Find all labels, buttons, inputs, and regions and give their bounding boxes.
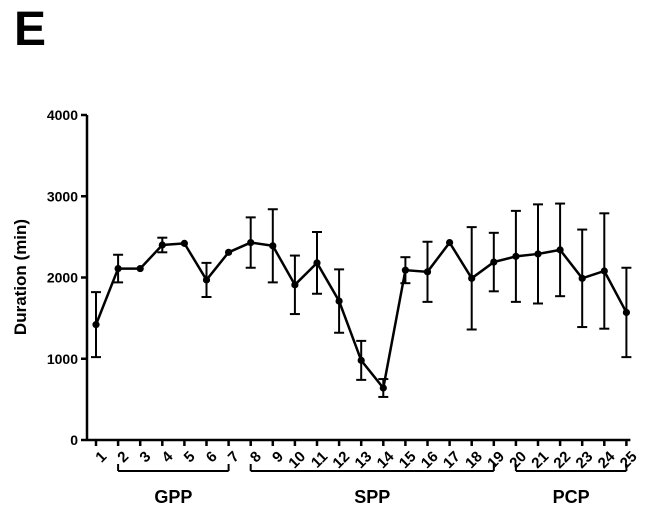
error-bars <box>91 202 632 398</box>
group-label: PCP <box>553 487 590 507</box>
y-tick-label: 1000 <box>47 351 78 367</box>
data-point <box>269 242 277 250</box>
data-point <box>600 267 608 275</box>
x-tick-label: 18 <box>462 448 486 472</box>
x-tick-label: 1 <box>92 448 110 466</box>
data-point <box>446 238 454 247</box>
data-points <box>92 238 631 392</box>
panel-label: E <box>14 3 47 56</box>
x-tick-label: 16 <box>418 448 442 472</box>
data-point <box>490 258 498 266</box>
data-point <box>622 308 631 317</box>
x-tick-label: 2 <box>114 448 132 466</box>
x-tick-label: 8 <box>247 448 265 466</box>
x-tick-label: 11 <box>308 448 331 471</box>
data-point <box>556 246 564 254</box>
x-tick-label: 13 <box>352 448 376 472</box>
y-tick-label: 0 <box>70 432 78 448</box>
x-tick-label: 5 <box>181 448 199 466</box>
x-tick-label: 3 <box>136 448 154 466</box>
group-brackets: GPP SPP PCP <box>117 464 628 507</box>
x-tick-label: 23 <box>573 448 597 472</box>
data-point <box>379 384 387 392</box>
data-point <box>247 238 255 247</box>
axes: 0 1000 2000 3000 4000 <box>47 107 631 448</box>
group-label: GPP <box>154 487 192 507</box>
data-point <box>313 259 321 267</box>
group-label: SPP <box>354 487 390 507</box>
y-tick-label: 2000 <box>47 270 78 286</box>
data-point <box>468 274 476 282</box>
x-tick-label: 22 <box>550 448 574 472</box>
data-point <box>357 356 365 364</box>
y-tick-label: 4000 <box>47 107 78 123</box>
x-tick-label: 19 <box>484 448 508 472</box>
x-tick-label: 7 <box>225 448 243 466</box>
x-tick-labels: 1 2 3 4 5 6 7 8 91011121314151617181920212223242… <box>92 448 640 472</box>
data-point <box>180 239 188 247</box>
x-tick-label: 14 <box>374 448 398 472</box>
data-point <box>225 248 233 256</box>
x-tick-label: 24 <box>595 448 619 472</box>
data-point <box>291 281 299 289</box>
data-point <box>158 241 166 249</box>
y-axis-label: Duration (min) <box>11 219 30 335</box>
x-tick-label: 12 <box>329 448 353 472</box>
x-tick-label: 25 <box>617 448 641 472</box>
x-tick-label: 6 <box>203 448 221 466</box>
data-point <box>578 274 586 282</box>
x-tick-label: 4 <box>159 448 177 466</box>
data-point <box>401 266 409 274</box>
data-point <box>335 297 343 305</box>
data-point <box>534 250 542 258</box>
data-point <box>92 321 100 329</box>
y-tick-label: 3000 <box>47 188 78 204</box>
x-tick-label: 10 <box>285 448 309 472</box>
x-tick-label: 21 <box>528 448 552 472</box>
data-point <box>136 264 144 273</box>
x-tick-label: 9 <box>269 448 287 466</box>
x-tick-label: 20 <box>506 448 530 472</box>
x-tick-label: 17 <box>440 448 464 472</box>
data-point <box>114 264 122 273</box>
data-point <box>202 276 211 284</box>
data-point <box>423 268 432 276</box>
x-tick-label: 15 <box>396 448 420 472</box>
data-point <box>512 252 520 260</box>
